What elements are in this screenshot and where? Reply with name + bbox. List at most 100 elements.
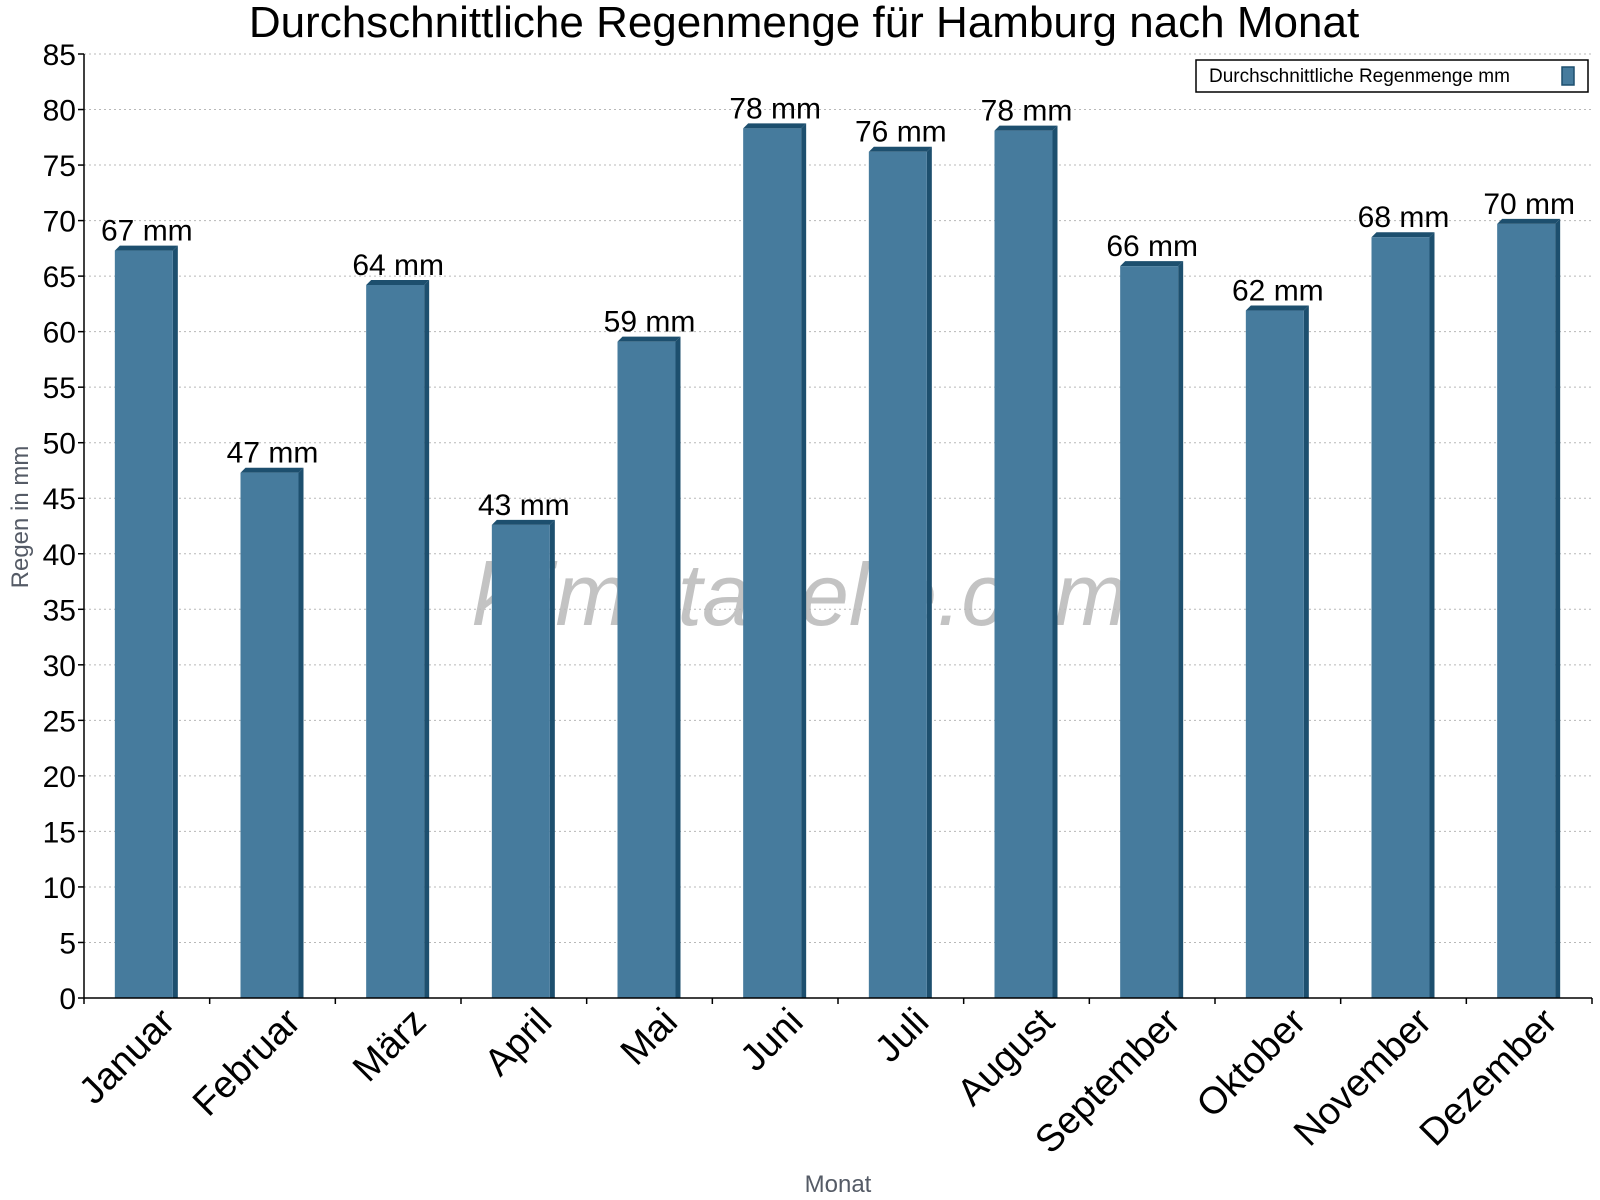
- bar-top: [491, 519, 555, 525]
- data-label: 78 mm: [729, 92, 821, 125]
- bar: [868, 146, 932, 999]
- x-category-label: März: [345, 1001, 434, 1090]
- bar: [114, 245, 178, 999]
- data-label: 62 mm: [1232, 275, 1324, 308]
- bar-front: [1371, 237, 1430, 998]
- x-category-label: Mai: [613, 1001, 686, 1074]
- bar: [240, 467, 304, 998]
- x-axis-title: Monat: [805, 1171, 872, 1198]
- bar-top: [1120, 261, 1184, 267]
- bar-front: [491, 524, 550, 998]
- x-category-label: Dezember: [1412, 1000, 1566, 1154]
- data-label: 70 mm: [1483, 188, 1575, 221]
- bar: [491, 519, 555, 998]
- y-tick-label: 15: [43, 816, 76, 849]
- legend: Durchschnittliche Regenmenge mm: [1195, 59, 1589, 93]
- data-label: 64 mm: [352, 249, 444, 282]
- bar-side: [298, 467, 304, 998]
- bar: [1245, 305, 1309, 998]
- y-tick-label: 60: [43, 317, 76, 350]
- bar-front: [1245, 310, 1304, 998]
- axes: [83, 54, 1593, 1004]
- bar: [994, 125, 1058, 998]
- y-tick-label: 65: [43, 261, 76, 294]
- bar-top: [617, 336, 681, 342]
- y-tick-label: 45: [43, 483, 76, 516]
- y-tick-label: 10: [43, 872, 76, 905]
- bar-side: [1052, 125, 1058, 998]
- bar-top: [868, 146, 932, 152]
- bar: [617, 336, 681, 999]
- bar-side: [1555, 218, 1561, 999]
- y-tick-label: 40: [43, 539, 76, 572]
- y-tick-label: 5: [59, 927, 76, 960]
- y-tick-label: 0: [59, 983, 76, 1016]
- x-category-label: Juni: [733, 1001, 812, 1080]
- legend-label: Durchschnittliche Regenmenge mm: [1209, 66, 1510, 87]
- x-category-label: Juli: [867, 1001, 937, 1071]
- bar-top: [114, 245, 178, 251]
- bar-side: [675, 336, 681, 999]
- y-tick-label: 85: [43, 39, 76, 72]
- bar-front: [240, 472, 299, 998]
- data-label: 78 mm: [981, 95, 1073, 128]
- bar-front: [617, 341, 676, 999]
- data-label: 68 mm: [1358, 201, 1450, 234]
- y-tick-label: 70: [43, 206, 76, 239]
- bar-front: [868, 151, 927, 999]
- bar-top: [1497, 218, 1561, 224]
- bar: [1371, 232, 1435, 998]
- y-tick-label: 50: [43, 428, 76, 461]
- y-axis-title: Regen in mm: [7, 446, 34, 589]
- chart-title: Durchschnittliche Regenmenge für Hamburg…: [249, 0, 1359, 47]
- data-label: 47 mm: [227, 437, 319, 470]
- bar-top: [366, 280, 430, 286]
- x-axis-categories: Januar Februar März April Mai Juni Juli AugustS…: [71, 1000, 1565, 1161]
- bar-side: [549, 519, 555, 998]
- y-tick-label: 20: [43, 761, 76, 794]
- bar-side: [424, 280, 430, 999]
- y-tick-label: 25: [43, 705, 76, 738]
- x-category-label: November: [1286, 1000, 1440, 1154]
- x-category-label: August: [950, 1000, 1064, 1114]
- bar-side: [926, 146, 932, 999]
- data-label: 66 mm: [1106, 230, 1198, 263]
- data-label: 67 mm: [101, 215, 193, 248]
- bar-top: [1371, 232, 1435, 238]
- bar-series: [114, 123, 1561, 999]
- bar: [1120, 261, 1184, 999]
- x-category-label: Oktober: [1189, 1000, 1315, 1126]
- y-tick-label: 30: [43, 650, 76, 683]
- bar-front: [366, 285, 425, 999]
- bar: [743, 123, 807, 998]
- y-tick-label: 35: [43, 594, 76, 627]
- bar-top: [240, 467, 304, 473]
- bar-side: [801, 123, 807, 998]
- bar: [1497, 218, 1561, 999]
- legend-swatch: [1561, 66, 1575, 86]
- data-label: 43 mm: [478, 489, 570, 522]
- bar-top: [994, 125, 1058, 131]
- bar-top: [1245, 305, 1309, 311]
- bar-front: [114, 250, 173, 999]
- bar: [366, 280, 430, 999]
- bar-side: [172, 245, 178, 999]
- grid-lines: [84, 53, 1592, 943]
- bar-side: [1429, 232, 1435, 998]
- bar-front: [1497, 223, 1556, 999]
- bar-front: [743, 128, 802, 998]
- bar-side: [1178, 261, 1184, 999]
- bar-front: [1120, 266, 1179, 999]
- y-tick-label: 80: [43, 95, 76, 128]
- bar-top: [743, 123, 807, 129]
- y-tick-label: 55: [43, 372, 76, 405]
- bar-side: [1303, 305, 1309, 998]
- y-tick-label: 75: [43, 150, 76, 183]
- x-category-label: Februar: [185, 1000, 309, 1124]
- legend-box: [1195, 59, 1589, 93]
- x-category-label: Januar: [71, 1000, 183, 1112]
- y-axis-ticks: 0 5 10 15 20 25 30 35 40 45 50 55 60 65 70 75 80 85: [43, 39, 84, 1016]
- data-labels: 67 mm 47 mm 64 mm 43 mm 59 mm 78 mm 76 mm 78 mm…: [101, 92, 1575, 521]
- x-category-label: April: [477, 1001, 560, 1084]
